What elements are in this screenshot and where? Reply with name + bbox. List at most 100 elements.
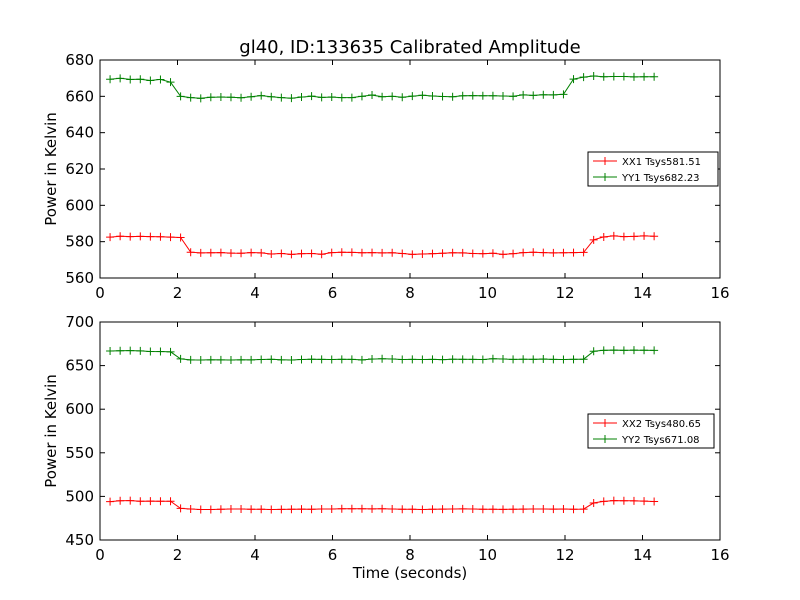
y-tick-label: 620 [65, 160, 94, 178]
data-point [418, 91, 427, 100]
data-point [156, 75, 165, 84]
data-point [176, 354, 185, 363]
data-point [247, 505, 256, 514]
data-point [247, 92, 256, 101]
data-point [347, 93, 356, 102]
data-point [136, 497, 145, 506]
data-point [529, 504, 538, 513]
data-point [549, 505, 558, 514]
data-point [357, 92, 366, 101]
data-point [458, 248, 467, 257]
data-point [196, 94, 205, 103]
data-point [509, 92, 518, 101]
data-point [609, 72, 618, 81]
data-point [126, 346, 135, 355]
legend-label: YY2 Tsys671.08 [621, 435, 700, 446]
data-point [569, 75, 578, 84]
data-point [146, 347, 155, 356]
data-point [650, 72, 659, 81]
data-point [509, 249, 518, 258]
x-tick-label: 12 [555, 284, 574, 302]
y-tick-label: 640 [65, 124, 94, 142]
data-point [428, 91, 437, 100]
legend-marker [601, 419, 609, 427]
data-point [388, 248, 397, 257]
data-point [408, 505, 417, 514]
data-point [106, 75, 115, 84]
data-point [206, 93, 215, 102]
data-point [629, 496, 638, 505]
data-point [509, 355, 518, 364]
data-point [116, 74, 125, 83]
data-point [589, 347, 598, 356]
data-point [398, 355, 407, 364]
data-point [116, 232, 125, 241]
data-point [216, 248, 225, 257]
x-tick-label: 0 [95, 546, 105, 564]
data-point [237, 93, 246, 102]
data-point [176, 504, 185, 513]
y-tick-label: 600 [65, 400, 94, 418]
data-point [337, 355, 346, 364]
x-tick-label: 6 [328, 284, 338, 302]
y-axis-label: Power in Kelvin [42, 112, 60, 226]
data-point [398, 505, 407, 514]
data-point [428, 249, 437, 258]
data-point [599, 72, 608, 81]
data-point [287, 505, 296, 514]
legend-label: XX2 Tsys480.65 [622, 419, 701, 430]
data-point [418, 250, 427, 259]
data-point [499, 91, 507, 100]
data-point [458, 91, 467, 100]
data-point [599, 497, 608, 506]
data-point [357, 504, 366, 513]
data-point [317, 250, 326, 259]
legend-marker [601, 435, 609, 443]
data-point [307, 249, 316, 258]
data-point [650, 232, 659, 241]
data-point [216, 505, 225, 514]
data-point [478, 91, 487, 100]
data-point [478, 505, 487, 514]
bottom-plot: 0 2 4 6 8 10 12 14 16 450 500 550 600 650 700 Power in … [42, 313, 730, 582]
data-point [186, 93, 195, 102]
data-point [539, 248, 548, 257]
data-point [448, 248, 457, 257]
data-point [609, 346, 618, 355]
data-point [216, 93, 225, 102]
data-point [569, 505, 578, 514]
data-point [640, 72, 649, 81]
data-point [116, 346, 125, 355]
data-point [599, 346, 608, 355]
data-point [609, 231, 618, 240]
data-point [277, 355, 286, 364]
data-point [599, 232, 608, 241]
data-point [559, 248, 568, 257]
data-point [569, 248, 578, 257]
data-point [499, 250, 507, 259]
data-point [438, 92, 447, 101]
data-point [438, 505, 447, 514]
data-point [327, 248, 336, 257]
data-point [559, 355, 568, 364]
data-point [488, 354, 497, 363]
data-point [448, 355, 457, 364]
data-point [629, 346, 638, 355]
data-point [106, 497, 115, 506]
data-point [388, 505, 397, 514]
data-point [196, 356, 205, 365]
y-tick-label: 550 [65, 444, 94, 462]
data-point [156, 232, 165, 241]
data-point [388, 354, 397, 363]
data-point [428, 355, 437, 364]
data-point [277, 505, 286, 514]
data-point [176, 92, 185, 101]
data-point [408, 355, 417, 364]
data-point [519, 355, 528, 364]
data-point [549, 355, 558, 364]
data-point [408, 92, 417, 101]
data-point [640, 497, 649, 506]
data-point [478, 355, 487, 364]
data-point [166, 233, 175, 242]
y-tick-label: 700 [65, 313, 94, 331]
